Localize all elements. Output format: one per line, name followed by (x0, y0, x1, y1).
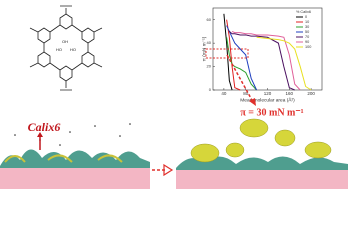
species-label: Calix6 (28, 120, 61, 134)
series-line (226, 19, 241, 91)
series-line (256, 36, 312, 91)
isotherm-chart: 0 20 40 60 40 80 120 160 200 Mean molecular area … (201, 7, 323, 118)
legend-label: 70 (305, 35, 309, 39)
transition-arrowhead (163, 163, 174, 177)
membrane-left (0, 123, 150, 189)
graphical-abstract: OH HO HO 0 20 40 60 40 80 120 160 200 Mean molecu… (0, 5, 348, 189)
svg-text:HO: HO (56, 47, 62, 52)
legend-label: 30 (305, 25, 309, 29)
svg-text:OH: OH (62, 39, 68, 44)
pressure-label: π = 30 mN m⁻¹ (240, 107, 303, 118)
y-axis-label: π (mN m⁻¹) (201, 36, 207, 61)
pressure-arrowhead (249, 98, 256, 106)
legend-label: 10 (305, 20, 309, 24)
series-line (229, 31, 295, 91)
series-line (231, 30, 301, 91)
legend-title: % Calix6 (296, 10, 311, 14)
y-tick-label: 0 (209, 87, 212, 92)
series-line (226, 37, 257, 91)
y-tick-label: 60 (207, 17, 212, 22)
x-tick-label: 80 (243, 91, 249, 96)
membrane-right (176, 118, 348, 189)
x-tick-label: 120 (264, 91, 272, 96)
molecule-structure: OH HO HO (29, 5, 103, 91)
x-tick-label: 160 (286, 91, 294, 96)
series-line (223, 13, 233, 91)
legend-label: 100 (305, 45, 311, 49)
pressure-highlight (205, 48, 249, 59)
x-tick-label: 40 (221, 91, 227, 96)
x-axis-label: Mean molecular area (Å²) (240, 96, 295, 103)
legend-label: 50 (305, 30, 309, 34)
y-tick-label: 40 (207, 40, 212, 45)
x-tick-label: 200 (307, 91, 315, 96)
pressure-arrow (226, 54, 254, 103)
svg-text:HO: HO (70, 47, 76, 52)
legend-label: 90 (305, 40, 309, 44)
legend-label: 0 (305, 15, 307, 19)
y-tick-label: 20 (207, 64, 212, 69)
